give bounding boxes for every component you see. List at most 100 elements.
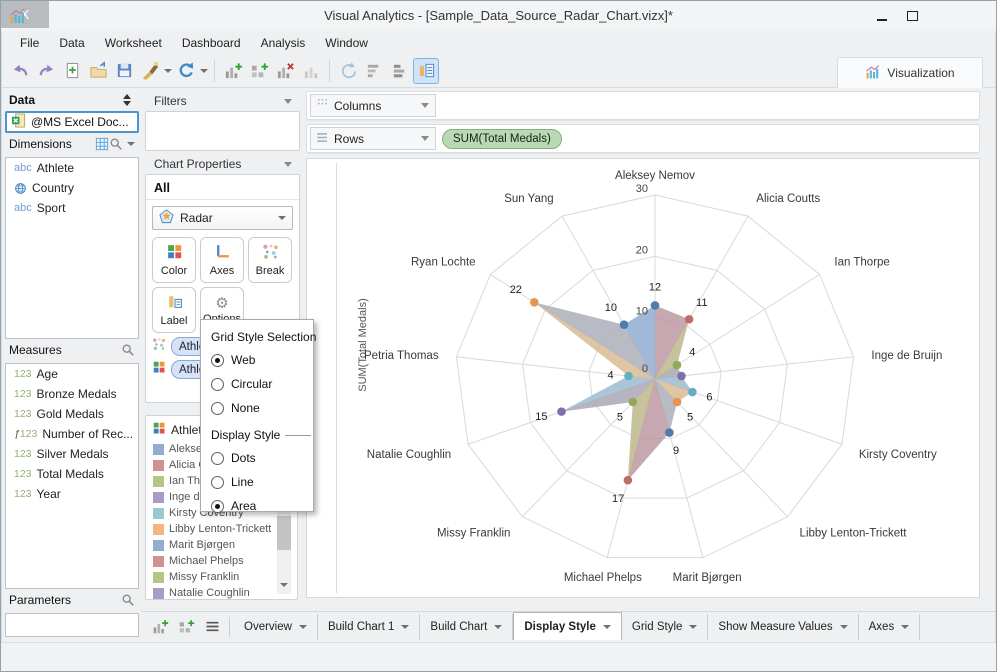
redo-icon[interactable] bbox=[34, 59, 58, 83]
measure-item[interactable]: 123 Total Medals bbox=[6, 464, 138, 484]
radar-dot[interactable] bbox=[623, 475, 633, 485]
add-measure-icon[interactable] bbox=[148, 615, 172, 639]
measure-item[interactable]: 123 Silver Medals bbox=[6, 444, 138, 464]
radio-option-dots[interactable]: Dots bbox=[211, 446, 313, 470]
measure-item[interactable]: 123 Gold Medals bbox=[6, 404, 138, 424]
color-button[interactable]: Color bbox=[152, 237, 196, 283]
radar-dot[interactable] bbox=[628, 397, 638, 407]
list-icon[interactable] bbox=[200, 615, 224, 639]
legend-item[interactable]: Libby Lenton-Trickett bbox=[153, 521, 297, 537]
radar-dot[interactable] bbox=[688, 387, 697, 397]
tab-overview[interactable]: Overview bbox=[234, 613, 318, 640]
rows-pill[interactable]: SUM(Total Medals) bbox=[442, 128, 562, 149]
add-measure-icon[interactable] bbox=[221, 59, 245, 83]
radar-dot[interactable] bbox=[529, 298, 539, 307]
rows-shelf-label[interactable]: Rows bbox=[310, 127, 436, 150]
columns-shelf[interactable]: Columns bbox=[306, 91, 980, 120]
remove-measure-icon[interactable] bbox=[273, 59, 297, 83]
tab-visualization[interactable]: Visualization bbox=[837, 57, 983, 88]
radar-dot[interactable] bbox=[677, 371, 686, 381]
filters-panel[interactable] bbox=[145, 111, 300, 151]
add-breakdown-icon[interactable] bbox=[247, 59, 271, 83]
chart-type-select[interactable]: Radar bbox=[152, 206, 293, 230]
measure-bars-icon[interactable] bbox=[299, 59, 323, 83]
radar-dot[interactable] bbox=[619, 320, 629, 329]
value-labels-icon[interactable] bbox=[413, 57, 439, 84]
radio-option-none[interactable]: None bbox=[211, 396, 313, 420]
sort-bars-icon[interactable] bbox=[362, 59, 386, 83]
legend-item[interactable]: Marit Bjørgen bbox=[153, 537, 297, 553]
break-button[interactable]: Break bbox=[248, 237, 292, 283]
undo-icon[interactable] bbox=[8, 59, 32, 83]
search-icon[interactable] bbox=[109, 137, 123, 151]
radio-option-circular[interactable]: Circular bbox=[211, 372, 313, 396]
radar-dot[interactable] bbox=[672, 360, 682, 370]
radar-dot[interactable] bbox=[684, 314, 694, 324]
radio-option-area[interactable]: Area bbox=[211, 494, 313, 518]
menu-item-file[interactable]: File bbox=[20, 35, 40, 50]
panel-stepper-icon[interactable] bbox=[123, 94, 131, 106]
legend-item[interactable]: Missy Franklin bbox=[153, 569, 297, 585]
table-icon[interactable] bbox=[95, 137, 109, 151]
radar-dot[interactable] bbox=[624, 371, 633, 381]
chevron-down-icon[interactable] bbox=[127, 142, 135, 146]
minimize-button[interactable] bbox=[868, 4, 896, 28]
chart-properties-header[interactable]: Chart Properties bbox=[146, 154, 300, 174]
close-button[interactable]: X bbox=[1, 1, 49, 28]
radio-option-web[interactable]: Web bbox=[211, 348, 313, 372]
dimension-item-sport[interactable]: abc Sport bbox=[6, 198, 138, 218]
collapse-icon[interactable] bbox=[421, 103, 429, 108]
menu-item-dashboard[interactable]: Dashboard bbox=[181, 35, 241, 50]
menu-item-analysis[interactable]: Analysis bbox=[260, 35, 306, 50]
legend-item[interactable]: Michael Phelps bbox=[153, 553, 297, 569]
radar-dot[interactable] bbox=[672, 397, 682, 407]
dropdown-caret-icon[interactable] bbox=[163, 59, 173, 83]
open-file-icon[interactable] bbox=[86, 59, 110, 83]
rotate-chart-icon[interactable] bbox=[336, 59, 360, 83]
collapse-icon[interactable] bbox=[284, 161, 292, 167]
measure-item[interactable]: 123 Age bbox=[6, 364, 138, 384]
save-icon[interactable] bbox=[112, 59, 136, 83]
search-icon[interactable] bbox=[121, 593, 135, 607]
scroll-down-icon[interactable] bbox=[277, 578, 291, 592]
menu-item-worksheet[interactable]: Worksheet bbox=[104, 35, 162, 50]
maximize-button[interactable] bbox=[898, 4, 926, 28]
parameters-list[interactable] bbox=[5, 613, 139, 637]
rows-shelf[interactable]: Rows SUM(Total Medals) bbox=[306, 124, 980, 153]
radio-option-line[interactable]: Line bbox=[211, 470, 313, 494]
tab-show-measure-values[interactable]: Show Measure Values bbox=[708, 613, 859, 640]
menu-item-window[interactable]: Window bbox=[325, 35, 368, 50]
legend-item[interactable]: Natalie Coughlin bbox=[153, 585, 297, 599]
dropdown-caret-icon[interactable] bbox=[199, 59, 209, 83]
new-document-icon[interactable] bbox=[60, 59, 84, 83]
axes-button[interactable]: Axes bbox=[200, 237, 244, 283]
add-breakdown-icon[interactable] bbox=[174, 615, 198, 639]
columns-shelf-label[interactable]: Columns bbox=[310, 94, 436, 117]
search-icon[interactable] bbox=[121, 343, 135, 357]
format-painter-icon[interactable] bbox=[138, 59, 162, 83]
measure-item[interactable]: 123 Bronze Medals bbox=[6, 384, 138, 404]
refresh-icon[interactable] bbox=[174, 59, 198, 83]
collapse-icon[interactable] bbox=[284, 98, 292, 104]
measure-item[interactable]: ƒ123 Number of Rec... bbox=[6, 424, 138, 444]
menu-item-data[interactable]: Data bbox=[59, 35, 85, 50]
collapse-icon[interactable] bbox=[421, 136, 429, 141]
data-source-item[interactable]: @MS Excel Doc... bbox=[5, 111, 139, 133]
radar-dot[interactable] bbox=[557, 407, 566, 416]
tab-build-chart-1[interactable]: Build Chart 1 bbox=[318, 613, 421, 640]
filters-header[interactable]: Filters bbox=[146, 91, 300, 111]
dimension-item-athlete[interactable]: abc Athlete bbox=[6, 158, 138, 178]
radar-dot[interactable] bbox=[665, 428, 674, 437]
label-button[interactable]: Label bbox=[152, 287, 196, 333]
tab-axes[interactable]: Axes bbox=[859, 613, 921, 640]
dimension-item-country[interactable]: Country bbox=[6, 178, 138, 198]
tab-grid-style[interactable]: Grid Style bbox=[622, 613, 709, 640]
tab-build-chart[interactable]: Build Chart bbox=[420, 613, 514, 640]
tab-label: Show Measure Values bbox=[718, 620, 833, 633]
stacked-bars-icon[interactable] bbox=[388, 59, 412, 83]
tab-separator bbox=[229, 616, 230, 637]
tab-display-style[interactable]: Display Style bbox=[513, 612, 622, 640]
scrollbar-thumb[interactable] bbox=[277, 516, 291, 550]
measure-item[interactable]: 123 Year bbox=[6, 484, 138, 504]
radar-dot[interactable] bbox=[650, 301, 660, 310]
